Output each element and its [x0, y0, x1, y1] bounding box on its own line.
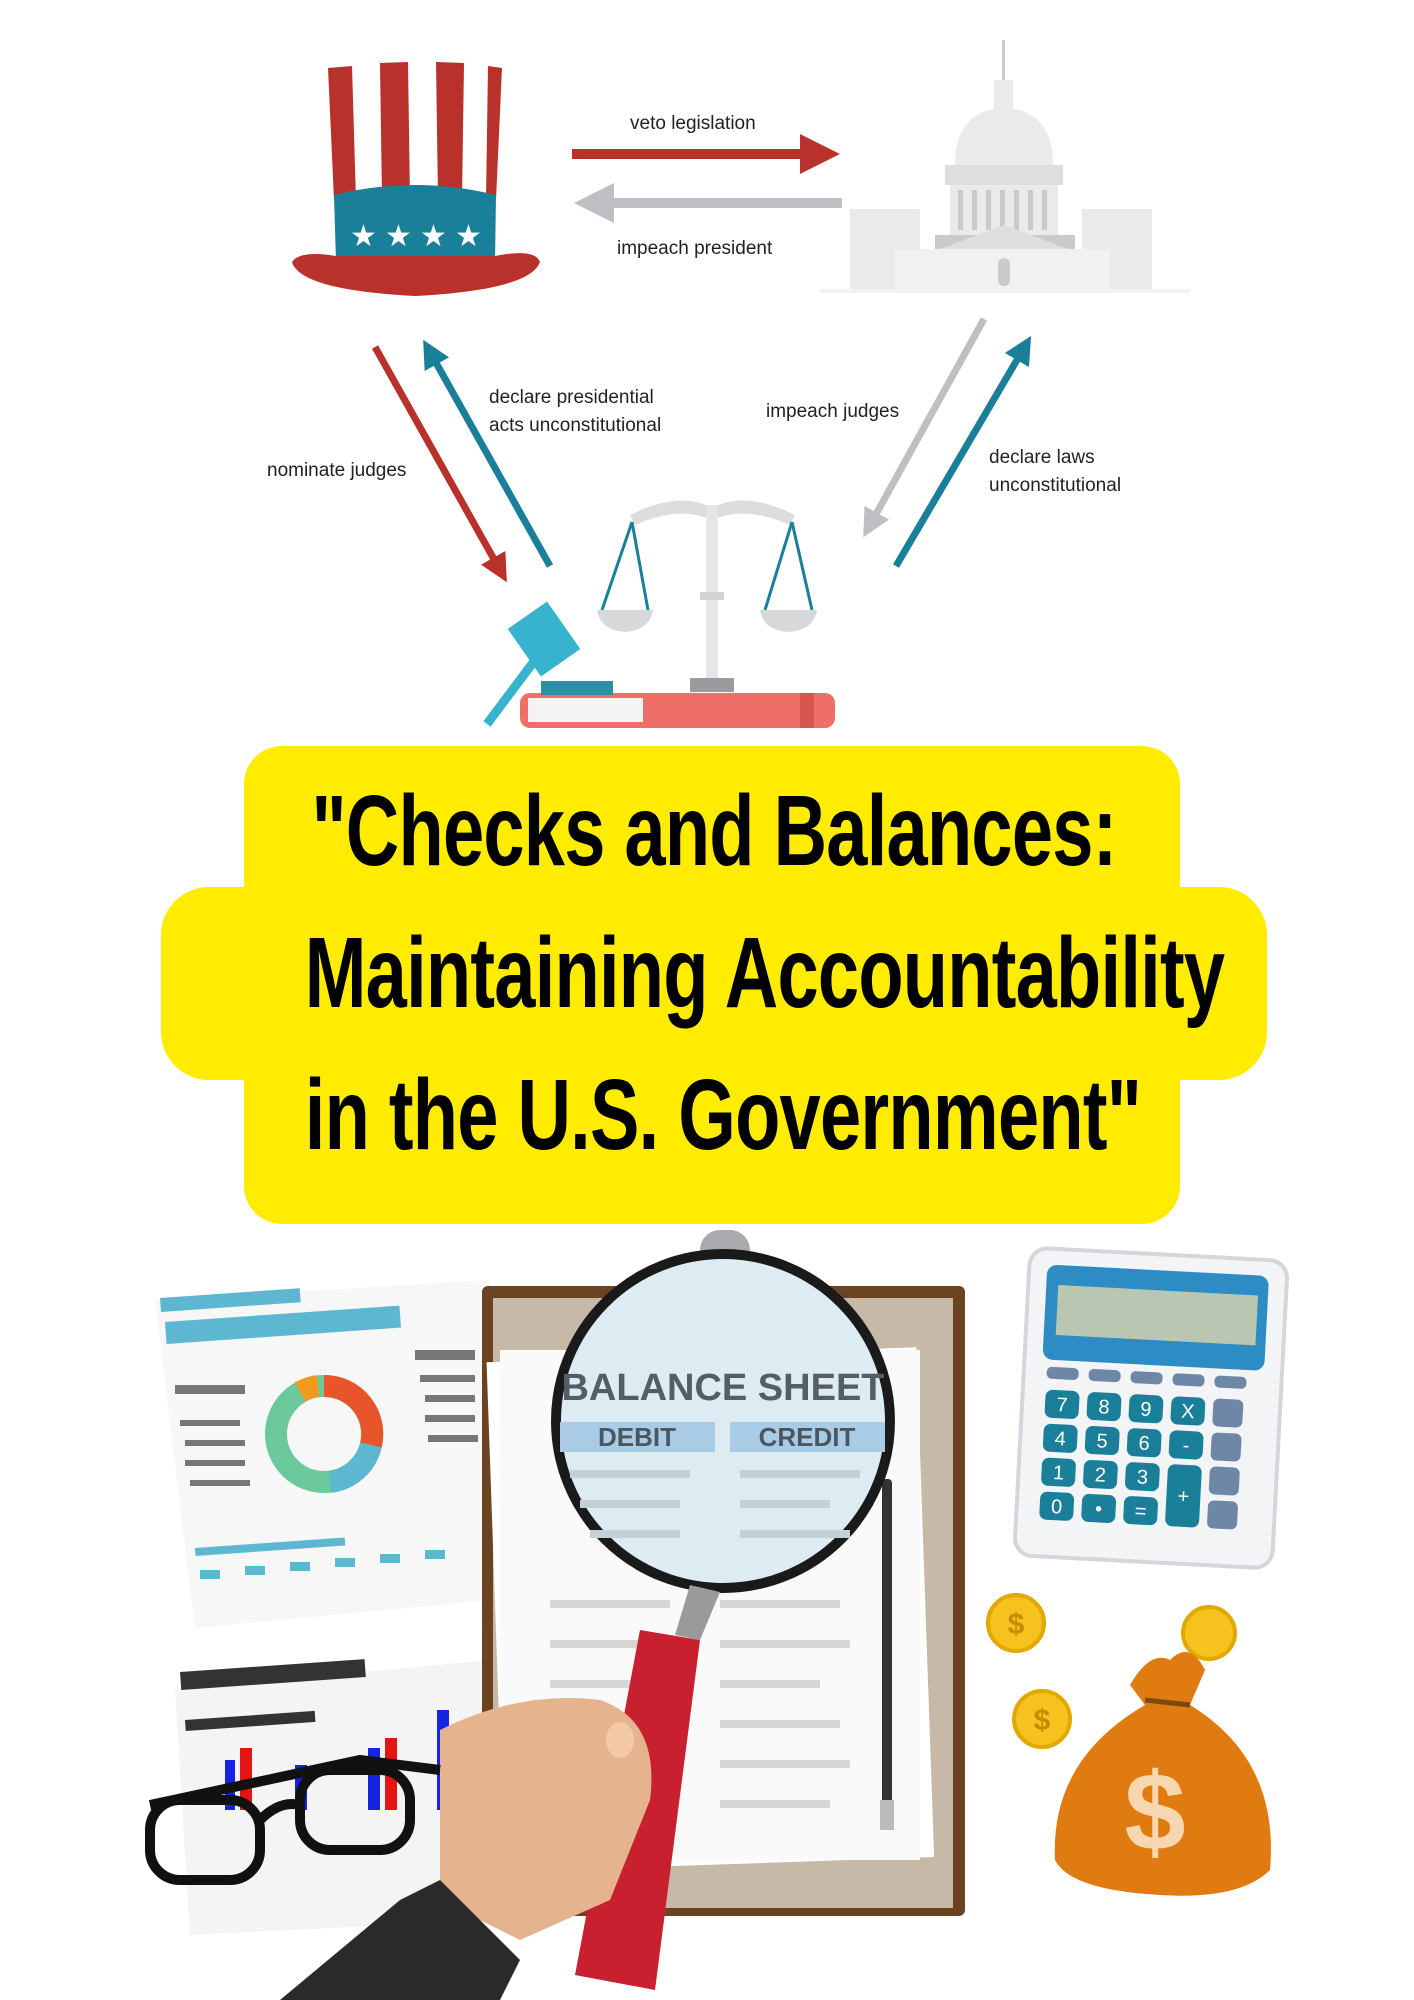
declare-laws-arrow [892, 335, 1032, 568]
coins-icon: $ $ [986, 1593, 1237, 1749]
label-declare-laws-2: unconstitutional [989, 475, 1121, 496]
page-title: "Checks and Balances: Maintaining Accoun… [161, 760, 1267, 1186]
calculator-key [1128, 1394, 1164, 1424]
calculator-key-label: 7 [1056, 1394, 1068, 1417]
glasses-icon [145, 1754, 441, 1885]
debit-column-header: DEBIT [598, 1422, 676, 1452]
hand-icon [280, 1698, 652, 2000]
label-impeach-judges: impeach judges [766, 401, 899, 422]
donut-chart-icon [265, 1374, 384, 1493]
calculator-key [1041, 1457, 1076, 1487]
title-line-1: "Checks and Balances: [311, 775, 1117, 887]
label-declare-presidential-2: acts unconstitutional [489, 415, 661, 436]
calculator-key-label: 4 [1054, 1428, 1066, 1451]
calculator-side-key [1207, 1500, 1238, 1530]
calculator-key [1165, 1464, 1202, 1528]
calculator-key-label: 2 [1094, 1464, 1106, 1487]
calculator-key-label: X [1181, 1401, 1195, 1424]
calculator-key-label: + [1177, 1486, 1190, 1509]
scales-of-justice-icon [597, 500, 817, 692]
title-line-3: in the U.S. Government" [304, 1059, 1142, 1171]
calculator-function-key [1046, 1366, 1079, 1380]
coin-symbol: $ [1008, 1608, 1025, 1641]
calculator-function-key [1214, 1375, 1247, 1389]
label-nominate-judges: nominate judges [267, 460, 406, 481]
label-impeach-president: impeach president [617, 238, 773, 259]
calculator-key [1039, 1491, 1075, 1521]
report-paper-top-left [155, 1280, 492, 1628]
label-veto-legislation: veto legislation [630, 113, 756, 134]
calculator-key-label: 0 [1051, 1496, 1063, 1519]
label-declare-presidential-1: declare presidential [489, 387, 654, 408]
calculator-key-label: • [1095, 1498, 1103, 1520]
gavel-icon [483, 601, 613, 727]
calculator-key [1126, 1428, 1162, 1458]
calculator-key [1081, 1493, 1117, 1523]
calculator-key-label: 1 [1052, 1462, 1064, 1485]
calculator-keypad: 7 8 9 X 4 5 6 - 1 2 3 +0 • = [1039, 1366, 1247, 1530]
calculator-key-label: 3 [1136, 1466, 1148, 1489]
calculator-key [1084, 1426, 1120, 1456]
calculator-key-label: - [1182, 1435, 1190, 1457]
calculator-key [1044, 1389, 1080, 1419]
credit-column-header: CREDIT [759, 1422, 856, 1452]
calculator-key [1168, 1430, 1204, 1460]
nominate-judges-arrow [371, 345, 507, 583]
calculator-key [1170, 1396, 1206, 1426]
sleeve [280, 1880, 520, 2000]
calculator-key-label: = [1134, 1500, 1147, 1523]
calculator-side-key [1212, 1398, 1244, 1428]
calculator-key [1086, 1392, 1122, 1422]
balance-sheet-heading: BALANCE SHEET [561, 1367, 884, 1409]
calculator-function-key [1172, 1373, 1205, 1387]
calculator-function-key [1130, 1371, 1163, 1385]
pen-icon [880, 1479, 894, 1830]
capitol-building-icon [820, 40, 1190, 293]
bag-dollar-sign: $ [1124, 1751, 1185, 1874]
calculator-function-key [1088, 1369, 1121, 1383]
calculator-key-label: 9 [1140, 1399, 1152, 1422]
declare-presidential-acts-arrow [423, 339, 554, 568]
impeach-judges-arrow [863, 317, 988, 538]
calculator-key [1083, 1459, 1118, 1490]
calculator-key [1125, 1462, 1160, 1492]
calculator-key [1123, 1496, 1158, 1526]
calculator-key [1042, 1423, 1078, 1453]
label-declare-laws-1: declare laws [989, 447, 1095, 468]
title-banner [161, 746, 1267, 1224]
coin-symbol: $ [1034, 1704, 1051, 1737]
calculator-key-label: 5 [1096, 1430, 1108, 1453]
calculator-key-label: 6 [1138, 1432, 1150, 1455]
calculator-key-label: 8 [1098, 1396, 1110, 1419]
money-bag-icon: $ [1054, 1652, 1271, 1896]
svg-text:★: ★ [420, 219, 447, 254]
svg-text:★: ★ [350, 219, 377, 254]
calculator-side-key [1210, 1432, 1242, 1462]
svg-text:★: ★ [455, 219, 482, 254]
title-line-2: Maintaining Accountability [304, 917, 1225, 1029]
calculator-side-key [1208, 1466, 1240, 1496]
book-icon [520, 693, 835, 728]
svg-text:★: ★ [385, 219, 412, 254]
uncle-sam-hat-icon: ★ ★ ★ ★ [292, 61, 540, 296]
calculator-icon: 7 8 9 X 4 5 6 - 1 2 3 +0 • = [1013, 1246, 1289, 1570]
